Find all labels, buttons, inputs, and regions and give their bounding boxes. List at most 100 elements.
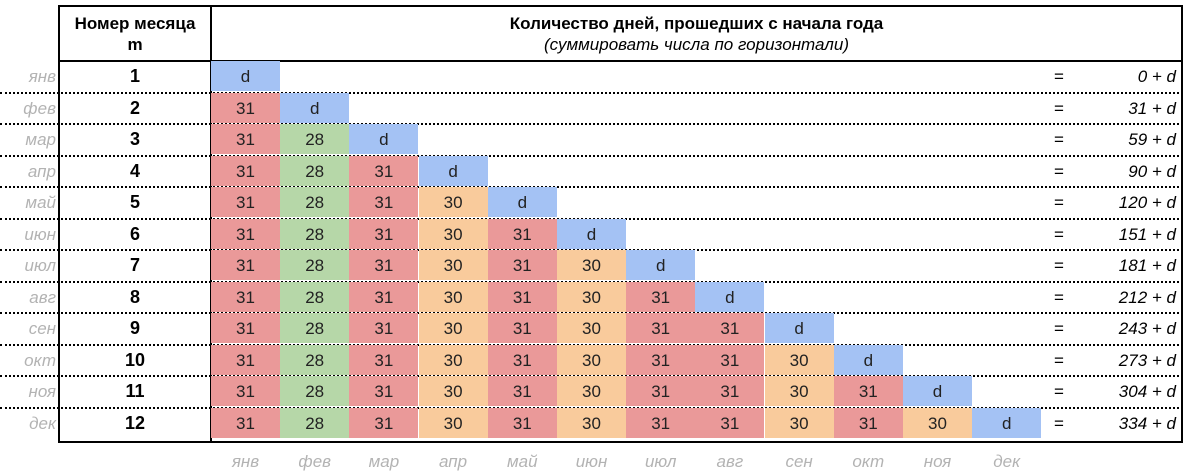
- days-cell: 31: [349, 407, 419, 438]
- day-of-month-cell: d: [349, 124, 419, 154]
- days-cell: 28: [280, 187, 350, 217]
- column-month-label: янв: [231, 452, 260, 471]
- result-formula: 59 + d: [1128, 130, 1176, 149]
- result-formula: 0 + d: [1137, 67, 1176, 86]
- days-cell: 31: [349, 376, 419, 406]
- equals-sign: =: [1054, 319, 1064, 338]
- days-cell: 31: [349, 344, 419, 375]
- days-cell: 30: [418, 250, 488, 280]
- month-number: 6: [129, 223, 140, 244]
- days-cell: 31: [833, 376, 903, 406]
- days-cell: 31: [487, 344, 557, 375]
- month-number: 11: [125, 381, 145, 401]
- month-number-header-line2: m: [127, 35, 143, 54]
- column-month-label: ноя: [923, 452, 952, 471]
- days-cell: 28: [280, 250, 350, 280]
- days-cell: 30: [557, 250, 626, 280]
- day-of-month-cell: d: [418, 155, 488, 186]
- row-month-label: июн: [24, 224, 56, 244]
- row-month-label: фев: [23, 98, 56, 118]
- days-cell: 31: [349, 155, 419, 186]
- days-header-title: Количество дней, прошедших с начала года: [509, 14, 884, 33]
- days-cell: 31: [695, 344, 765, 375]
- row-month-label: июл: [24, 256, 56, 275]
- day-of-month-cell: d: [557, 218, 626, 249]
- days-cell: 30: [557, 344, 626, 375]
- days-cell: 31: [695, 407, 765, 438]
- column-month-label: авг: [716, 452, 744, 471]
- month-number: 3: [129, 129, 140, 149]
- day-of-month-cell: d: [972, 407, 1042, 438]
- days-cell: 31: [211, 313, 280, 343]
- days-cell: 30: [557, 313, 626, 343]
- days-cell: 28: [280, 344, 350, 375]
- days-cell: 31: [487, 250, 557, 280]
- days-cell: 28: [280, 155, 350, 186]
- month-number: 4: [129, 160, 140, 181]
- month-number: 12: [124, 412, 146, 433]
- result-formula: 334 + d: [1118, 413, 1176, 433]
- days-cell: 31: [349, 313, 419, 343]
- row-month-label: авг: [29, 287, 56, 307]
- days-cell: 28: [280, 313, 350, 343]
- month-number: 9: [129, 318, 140, 338]
- column-month-label: окт: [852, 452, 885, 471]
- days-cell: 31: [626, 344, 696, 375]
- month-number: 8: [129, 286, 140, 307]
- days-cell: 30: [557, 407, 626, 438]
- days-cell: 30: [764, 344, 834, 375]
- result-formula: 273 + d: [1118, 350, 1176, 370]
- days-cell: 31: [487, 281, 557, 312]
- column-month-label: май: [507, 452, 538, 471]
- days-cell: 31: [833, 407, 903, 438]
- row-separator: [0, 123, 1183, 125]
- month-number-header: Номер месяца m: [60, 7, 210, 61]
- result-formula: 181 + d: [1118, 256, 1176, 275]
- days-cell: 30: [764, 407, 834, 438]
- result-formula: 120 + d: [1118, 193, 1176, 212]
- header-divider: [58, 60, 1183, 62]
- days-cell: 28: [280, 218, 350, 249]
- days-cell: 30: [418, 281, 488, 312]
- day-of-month-cell: d: [764, 313, 834, 343]
- column-month-label: июн: [575, 452, 608, 471]
- days-cell: 28: [280, 124, 350, 154]
- result-formula: 243 + d: [1118, 319, 1176, 338]
- row-month-label: сен: [28, 319, 56, 338]
- month-number: 5: [129, 192, 140, 212]
- days-cell: 30: [418, 376, 488, 406]
- days-cell: 31: [626, 376, 696, 406]
- result-formula: 304 + d: [1118, 382, 1176, 401]
- row-month-label: ноя: [28, 382, 56, 401]
- day-of-month-cell: d: [833, 344, 903, 375]
- equals-sign: =: [1054, 287, 1064, 307]
- days-cell: 30: [903, 407, 972, 438]
- month-number: 2: [129, 97, 140, 118]
- days-cell: 30: [418, 218, 488, 249]
- month-number: 1: [129, 66, 140, 86]
- days-cell: 31: [211, 218, 280, 249]
- column-month-label: апр: [439, 452, 468, 471]
- row-month-label: май: [25, 193, 56, 212]
- days-cell: 30: [557, 376, 626, 406]
- column-month-label: июл: [644, 452, 677, 471]
- days-cell: 31: [211, 124, 280, 154]
- days-cell: 31: [211, 281, 280, 312]
- table-frame: [58, 5, 1183, 443]
- column-month-label: мар: [368, 452, 400, 471]
- equals-sign: =: [1054, 67, 1064, 86]
- days-cell: 31: [211, 92, 280, 123]
- equals-sign: =: [1054, 161, 1064, 181]
- month-number: 7: [129, 255, 140, 275]
- day-of-month-cell: d: [626, 250, 696, 280]
- days-cell: 31: [695, 313, 765, 343]
- days-cell: 30: [557, 281, 626, 312]
- row-month-label: апр: [27, 161, 56, 181]
- days-cell: 31: [487, 313, 557, 343]
- days-cell: 30: [418, 187, 488, 217]
- days-cell: 30: [764, 376, 834, 406]
- row-separator: [0, 154, 1183, 157]
- row-separator: [0, 91, 1183, 94]
- days-cell: 31: [349, 187, 419, 217]
